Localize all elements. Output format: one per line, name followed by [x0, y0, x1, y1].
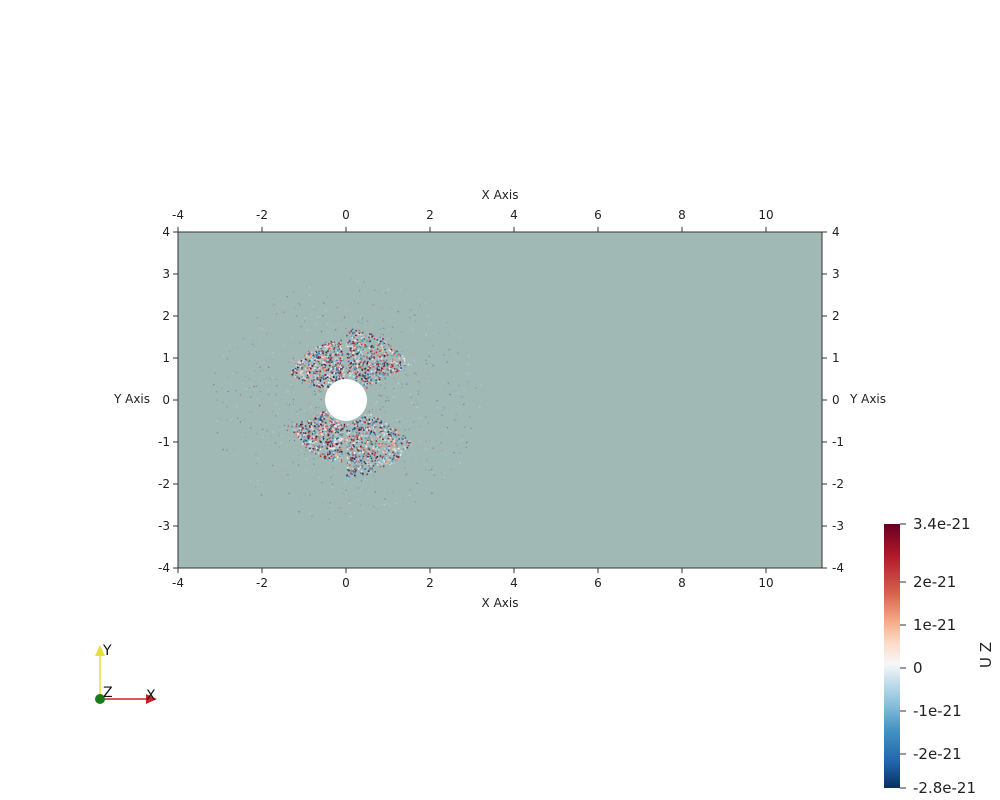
colorbar-labels: 3.4e-21 2e-21 1e-21 0 -1e-21 -2e-21 -2.8e-21 — [900, 515, 976, 797]
x-tick-label-bottom: 2 — [426, 576, 434, 590]
colorbar-label: 3.4e-21 — [913, 515, 971, 533]
colorbar-label: -2.8e-21 — [913, 779, 976, 797]
x-tick-label-top: 4 — [510, 208, 518, 222]
x-tick-label-top: 2 — [426, 208, 434, 222]
x-tick-label-bottom: -2 — [256, 576, 268, 590]
colorbar-label: 0 — [913, 659, 923, 677]
colorbar-label: -1e-21 — [913, 702, 962, 720]
y-tick-label-left: 3 — [162, 267, 170, 281]
field-noise-pattern — [212, 279, 482, 521]
x-tick-label-top: -2 — [256, 208, 268, 222]
y-tick-label-right: 0 — [832, 393, 840, 407]
x-tick-label-top: 10 — [758, 208, 773, 222]
colorbar-title: U Z — [977, 642, 995, 668]
y-tick-label-right: -4 — [832, 561, 844, 575]
y-tick-label-left: 4 — [162, 225, 170, 239]
x-axis-title-bottom: X Axis — [482, 596, 519, 610]
x-tick-label-bottom: -4 — [172, 576, 184, 590]
y-axis-arrow-head — [95, 645, 105, 656]
triad-z-label: Z — [103, 685, 113, 701]
triad-x-label: X — [146, 688, 156, 704]
x-tick-label-bottom: 8 — [678, 576, 686, 590]
y-tick-label-left: -1 — [158, 435, 170, 449]
x-tick-label-top: 6 — [594, 208, 602, 222]
z-axis-dot — [95, 694, 105, 704]
y-tick-label-right: 2 — [832, 309, 840, 323]
y-tick-label-right: -1 — [832, 435, 844, 449]
y-axis-title-right: Y Axis — [849, 392, 886, 406]
colorbar-label: 1e-21 — [913, 616, 956, 634]
colorbar-label: -2e-21 — [913, 745, 962, 763]
y-axis-title-left: Y Axis — [113, 392, 150, 406]
x-tick-label-bottom: 4 — [510, 576, 518, 590]
colorbar-label: 2e-21 — [913, 573, 956, 591]
y-tick-label-right: 1 — [832, 351, 840, 365]
x-tick-label-bottom: 6 — [594, 576, 602, 590]
x-axis-arrow-head — [146, 694, 157, 704]
y-tick-label-left: -4 — [158, 561, 170, 575]
y-tick-label-left: -3 — [158, 519, 170, 533]
y-tick-label-left: 0 — [162, 393, 170, 407]
y-tick-label-left: 2 — [162, 309, 170, 323]
y-tick-label-right: -3 — [832, 519, 844, 533]
triad-y-label: Y — [102, 643, 112, 659]
cylinder-hole — [325, 379, 367, 421]
x-axis-title-top: X Axis — [482, 188, 519, 202]
x-tick-label-top: -4 — [172, 208, 184, 222]
y-tick-label-left: 1 — [162, 351, 170, 365]
x-tick-label-bottom: 0 — [342, 576, 350, 590]
y-tick-label-right: 4 — [832, 225, 840, 239]
x-tick-label-bottom: 10 — [758, 576, 773, 590]
x-tick-label-top: 0 — [342, 208, 350, 222]
colorbar-gradient — [884, 524, 900, 788]
y-tick-label-left: -2 — [158, 477, 170, 491]
y-tick-label-right: 3 — [832, 267, 840, 281]
x-tick-label-top: 8 — [678, 208, 686, 222]
orientation-axes: Y Z X — [95, 643, 157, 704]
field-plot — [178, 232, 822, 568]
y-tick-label-right: -2 — [832, 477, 844, 491]
